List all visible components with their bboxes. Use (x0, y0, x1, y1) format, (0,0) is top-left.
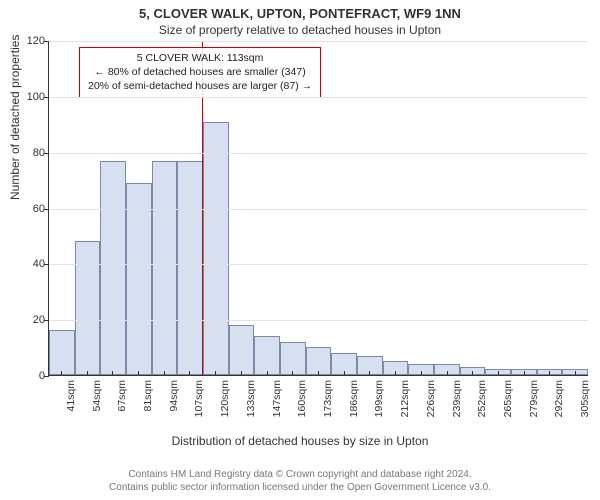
x-tick-mark (164, 371, 165, 376)
annotation-line: 5 CLOVER WALK: 113sqm (88, 51, 312, 65)
gridline (49, 153, 588, 154)
x-tick-label: 133sqm (245, 380, 257, 417)
x-tick-mark (61, 371, 62, 376)
annotation-box: 5 CLOVER WALK: 113sqm ← 80% of detached … (79, 47, 321, 98)
x-tick-mark (87, 371, 88, 376)
y-axis-label: Number of detached properties (8, 35, 22, 200)
y-tick-mark (44, 41, 49, 42)
footer-attribution: Contains HM Land Registry data © Crown c… (0, 468, 600, 494)
x-tick-mark (369, 371, 370, 376)
x-tick-label: 279sqm (528, 380, 540, 417)
x-tick-mark (215, 371, 216, 376)
x-tick-label: 94sqm (168, 380, 180, 412)
x-axis-label: Distribution of detached houses by size … (0, 434, 600, 448)
x-ticks: 41sqm 54sqm 67sqm 81sqm 94sqm 107sqm 120sqm 133… (48, 376, 588, 432)
x-tick-label: 186sqm (348, 380, 360, 417)
y-tick-label: 20 (19, 314, 45, 326)
x-tick-mark (421, 371, 422, 376)
x-tick-mark (189, 371, 190, 376)
x-tick-label: 239sqm (451, 380, 463, 417)
gridline (49, 97, 588, 98)
x-tick-mark (138, 371, 139, 376)
y-tick-label: 120 (19, 35, 45, 47)
x-tick-mark (344, 371, 345, 376)
x-tick-label: 292sqm (553, 380, 565, 417)
x-tick-label: 41sqm (65, 380, 77, 412)
y-tick-mark (44, 153, 49, 154)
gridline (49, 264, 588, 265)
chart-subtitle: Size of property relative to detached ho… (0, 21, 600, 41)
x-tick-mark (472, 371, 473, 376)
x-tick-label: 147sqm (271, 380, 283, 417)
x-tick-mark (292, 371, 293, 376)
x-tick-label: 160sqm (296, 380, 308, 417)
footer-line: Contains public sector information licen… (0, 481, 600, 494)
x-tick-mark (447, 371, 448, 376)
x-tick-mark (241, 371, 242, 376)
y-tick-mark (44, 97, 49, 98)
annotation-line: ← 80% of detached houses are smaller (34… (88, 65, 312, 79)
y-tick-label: 100 (19, 91, 45, 103)
y-tick-label: 0 (19, 370, 45, 382)
x-tick-label: 173sqm (322, 380, 334, 417)
x-tick-mark (112, 371, 113, 376)
x-tick-mark (575, 371, 576, 376)
gridline (49, 320, 588, 321)
x-tick-label: 199sqm (373, 380, 385, 417)
x-tick-label: 265sqm (502, 380, 514, 417)
x-tick-label: 120sqm (219, 380, 231, 417)
bar (152, 161, 178, 375)
x-tick-label: 67sqm (116, 380, 128, 412)
x-tick-label: 81sqm (142, 380, 154, 412)
y-tick-mark (44, 264, 49, 265)
x-tick-mark (267, 371, 268, 376)
bar (126, 183, 152, 375)
bar (177, 161, 203, 375)
chart-title: 5, CLOVER WALK, UPTON, PONTEFRACT, WF9 1… (0, 0, 600, 21)
x-tick-mark (318, 371, 319, 376)
chart-area: 5 CLOVER WALK: 113sqm ← 80% of detached … (48, 41, 588, 376)
x-tick-mark (395, 371, 396, 376)
bar (75, 241, 101, 375)
y-tick-mark (44, 320, 49, 321)
y-tick-label: 60 (19, 203, 45, 215)
bar (203, 122, 229, 375)
bar (49, 330, 75, 375)
gridline (49, 209, 588, 210)
x-tick-mark (498, 371, 499, 376)
x-tick-label: 252sqm (476, 380, 488, 417)
annotation-line: 20% of semi-detached houses are larger (… (88, 79, 312, 93)
bar (254, 336, 280, 375)
x-tick-label: 54sqm (91, 380, 103, 412)
bar (229, 325, 255, 375)
x-tick-label: 212sqm (399, 380, 411, 417)
bar (100, 161, 126, 375)
gridline (49, 41, 588, 42)
x-tick-label: 107sqm (193, 380, 205, 417)
y-tick-mark (44, 209, 49, 210)
x-tick-mark (549, 371, 550, 376)
footer-line: Contains HM Land Registry data © Crown c… (0, 468, 600, 481)
x-tick-label: 226sqm (425, 380, 437, 417)
x-tick-label: 305sqm (579, 380, 591, 417)
x-tick-mark (524, 371, 525, 376)
y-tick-label: 80 (19, 147, 45, 159)
y-tick-label: 40 (19, 258, 45, 270)
bar (280, 342, 306, 375)
